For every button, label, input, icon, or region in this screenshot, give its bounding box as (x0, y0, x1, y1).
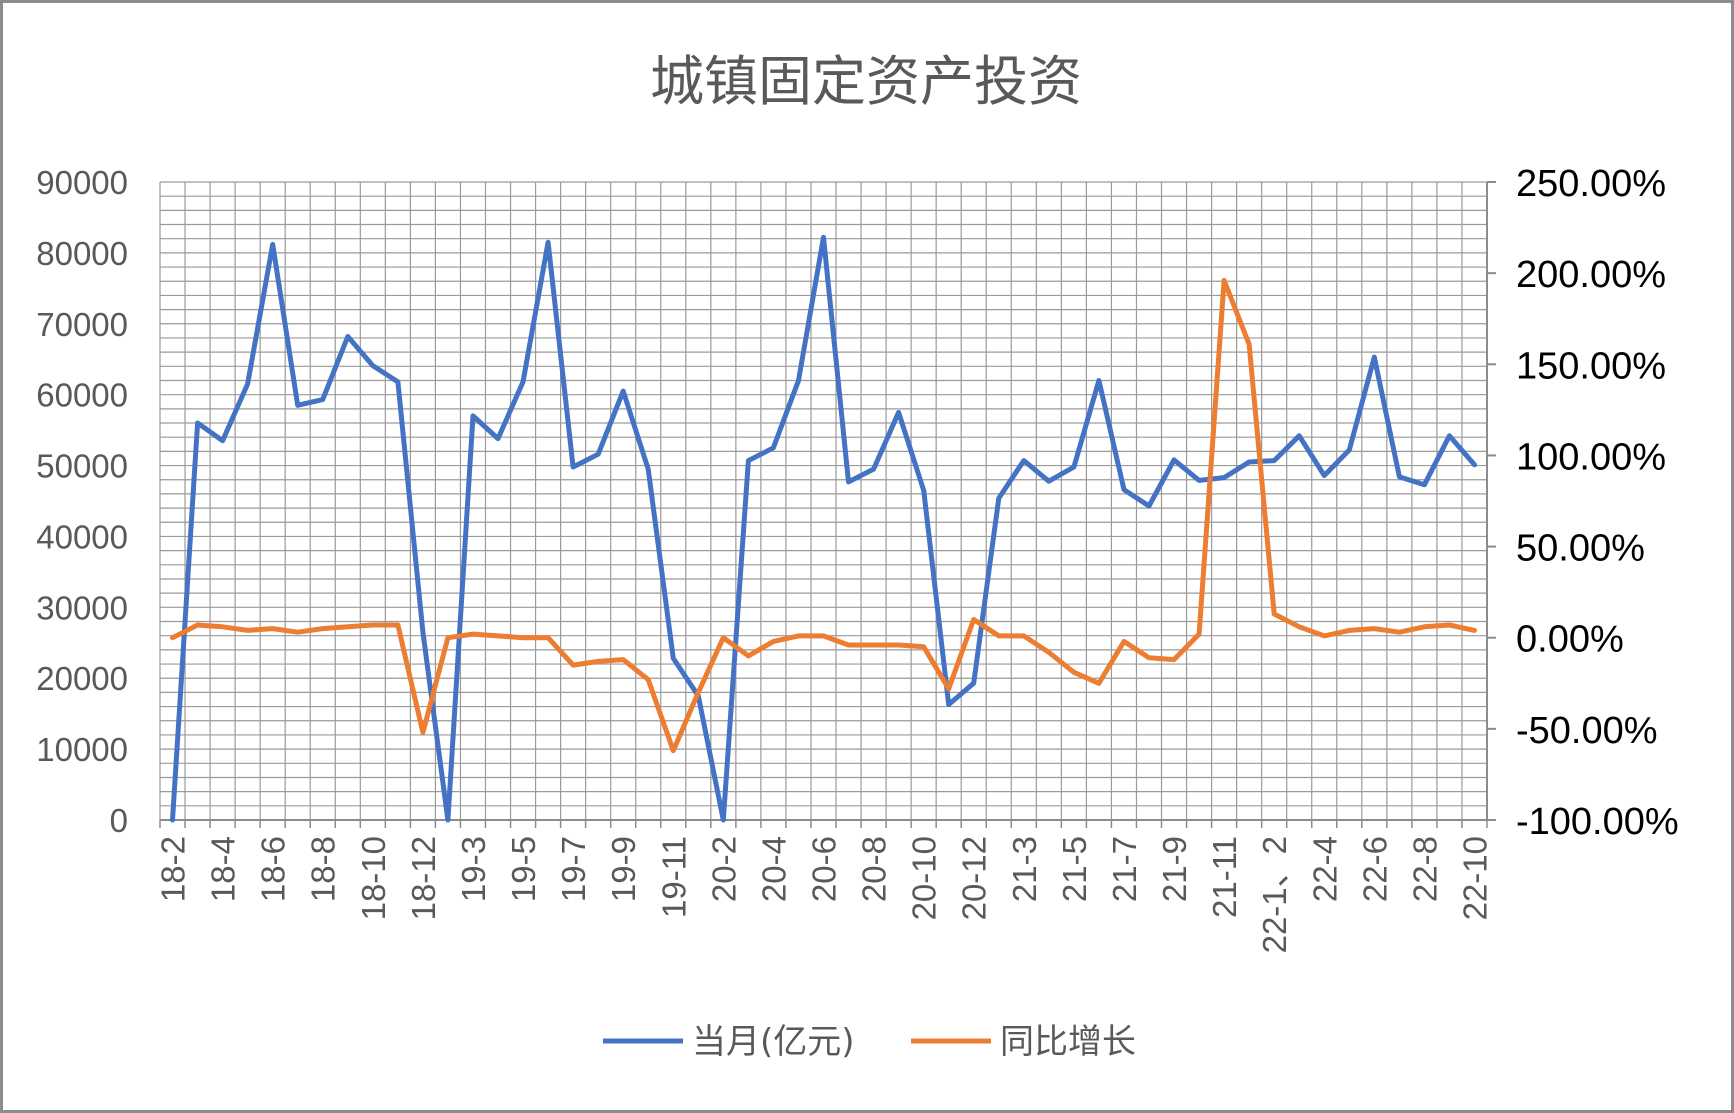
x-tick-label: 21-3 (1006, 836, 1043, 902)
legend-label-series-1: 当月(亿元) (692, 1022, 855, 1062)
x-tick-label: 21-11 (1206, 836, 1243, 918)
y-left-tick-label: 90000 (36, 164, 128, 201)
x-tick-label: 21-5 (1056, 836, 1093, 902)
y-left-tick-label: 0 (110, 802, 128, 839)
y-right-tick-label: 150.00% (1516, 345, 1666, 387)
x-tick-label: 22-10 (1456, 836, 1493, 920)
x-tick-label: 21-7 (1106, 836, 1143, 902)
legend-label-series-2: 同比增长 (1000, 1022, 1136, 1062)
x-tick-label: 18-2 (155, 836, 192, 902)
x-tick-label: 18-4 (205, 836, 242, 902)
y-left-tick-label: 40000 (36, 518, 128, 555)
x-tick-label: 18-6 (255, 836, 292, 902)
x-tick-label: 20-4 (755, 836, 792, 902)
series-line-2 (170, 277, 1477, 754)
y-left-tick-label: 80000 (36, 235, 128, 272)
x-tick-label: 22-1、2 (1256, 836, 1293, 953)
x-tick-label: 22-4 (1306, 836, 1343, 902)
grid (159, 181, 1488, 821)
x-tick-label: 19-7 (555, 836, 592, 902)
y-right-tick-label: 100.00% (1516, 436, 1666, 478)
x-tick-label: 19-9 (605, 836, 642, 902)
y-right-tick-label: 0.00% (1516, 619, 1624, 661)
x-tick-label: 18-8 (305, 836, 342, 902)
axes (159, 181, 1496, 828)
y-axis-left-ticks: 0 10000 20000 30000 40000 50000 60000 70000 8000… (36, 164, 128, 839)
chart-title: 城镇固定资产投资 (650, 50, 1082, 113)
y-left-tick-label: 30000 (36, 589, 128, 626)
x-tick-label: 20-2 (705, 836, 742, 902)
x-tick-label: 18-12 (405, 836, 442, 920)
y-right-tick-label: 50.00% (1516, 528, 1645, 570)
x-tick-label: 20-8 (856, 836, 893, 902)
legend: 当月(亿元) 同比增长 (603, 1022, 1136, 1062)
x-tick-label: 19-11 (655, 836, 692, 918)
x-tick-label: 20-6 (806, 836, 843, 902)
x-tick-label: 21-9 (1156, 836, 1193, 902)
y-left-tick-label: 60000 (36, 377, 128, 414)
x-tick-label: 22-8 (1406, 836, 1443, 902)
y-left-tick-label: 10000 (36, 731, 128, 768)
x-tick-label: 22-6 (1356, 836, 1393, 902)
y-right-tick-label: 250.00% (1516, 163, 1666, 205)
x-tick-label: 18-10 (355, 836, 392, 920)
y-left-tick-label: 50000 (36, 448, 128, 485)
x-tick-label: 20-12 (956, 836, 993, 920)
x-tick-label: 19-3 (455, 836, 492, 902)
y-right-tick-label: -50.00% (1516, 710, 1658, 752)
y-left-tick-label: 70000 (36, 306, 128, 343)
y-left-tick-label: 20000 (36, 660, 128, 697)
y-right-tick-label: 200.00% (1516, 254, 1666, 296)
x-axis-ticks: 18-2 18-4 18-6 18-8 18-10 18-12 19-3 19-5 19-7 19… (155, 836, 1494, 953)
x-tick-label: 20-10 (906, 836, 943, 920)
y-axis-right-ticks: -100.00% -50.00% 0.00% 50.00% 100.00% 150.00%… (1516, 163, 1679, 843)
x-tick-label: 19-5 (505, 836, 542, 902)
y-right-tick-label: -100.00% (1516, 801, 1679, 843)
series-line-1 (170, 234, 1477, 823)
series (170, 234, 1477, 823)
